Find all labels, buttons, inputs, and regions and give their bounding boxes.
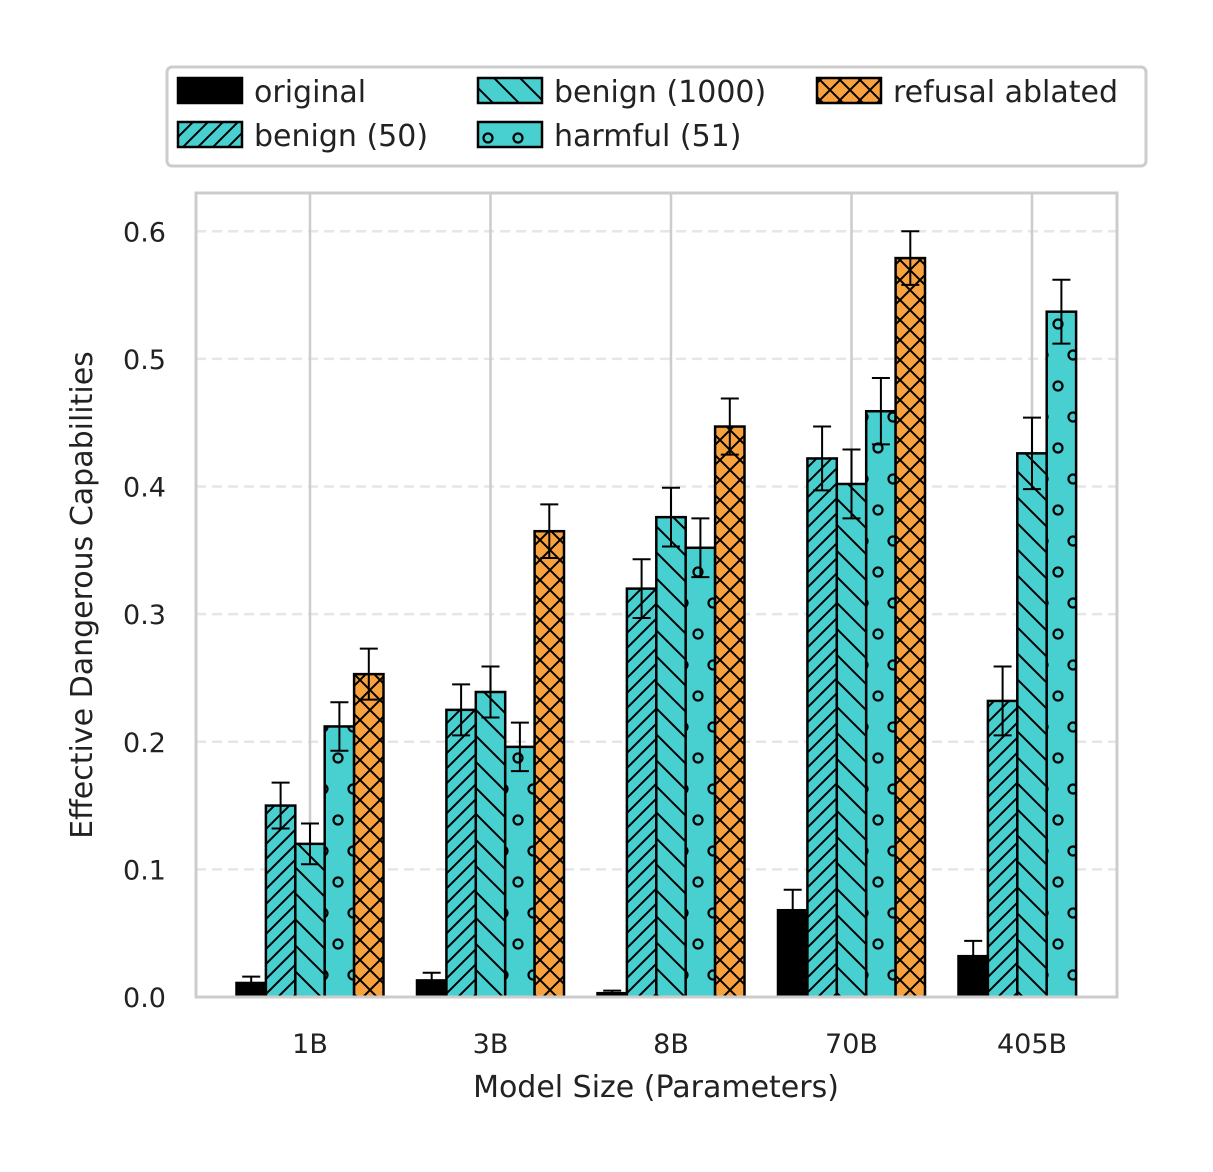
- legend-label: benign (1000): [554, 75, 766, 110]
- legend-item: benign (50): [176, 119, 428, 154]
- y-tick-label: 0.4: [123, 473, 166, 504]
- legend-swatch: [815, 76, 883, 105]
- x-tick-label: 1B: [292, 1029, 328, 1060]
- bar: [503, 745, 536, 999]
- bar: [533, 529, 566, 999]
- y-tick-label: 0.1: [123, 855, 166, 886]
- bar: [474, 690, 507, 999]
- x-tick-label: 3B: [473, 1029, 509, 1060]
- x-axis-title: Model Size (Parameters): [473, 1070, 839, 1105]
- legend-item: harmful (51): [476, 119, 741, 154]
- axes: 0.0 0.1 0.2 0.3 0.4 0.5 0.6 1B 3B 8B 70B 405B: [123, 191, 1119, 1060]
- bar: [445, 708, 478, 999]
- bar: [1016, 452, 1048, 999]
- bar: [1045, 310, 1078, 999]
- x-tick-label: 405B: [997, 1029, 1067, 1060]
- y-tick-label: 0.6: [123, 217, 166, 248]
- bar: [655, 515, 687, 999]
- legend-swatch: [176, 76, 244, 105]
- series-3: [323, 278, 1078, 999]
- y-tick-label: 0.3: [123, 600, 166, 631]
- bar: [835, 482, 868, 999]
- legend-label: refusal ablated: [893, 75, 1118, 110]
- legend: original benign (50) benign (1000) harmful …: [165, 65, 1148, 168]
- plot-border: [194, 191, 1119, 999]
- legend-label: benign (50): [254, 119, 428, 154]
- legend-swatch: [476, 76, 544, 105]
- y-tick-label: 0.0: [123, 983, 166, 1014]
- bar: [713, 425, 746, 999]
- bar: [323, 725, 356, 999]
- legend-item: refusal ablated: [815, 75, 1118, 110]
- bar: [625, 587, 658, 999]
- bar: [986, 699, 1019, 999]
- x-tick-label: 70B: [825, 1029, 878, 1060]
- bar: [894, 256, 927, 999]
- bars: [235, 230, 1078, 999]
- legend-item: original: [176, 75, 366, 110]
- bar: [294, 842, 326, 999]
- y-tick-label: 0.2: [123, 728, 166, 759]
- bar: [352, 672, 385, 999]
- x-tick-label: 8B: [653, 1029, 689, 1060]
- legend-item: benign (1000): [476, 75, 766, 110]
- bar: [806, 457, 839, 999]
- y-tick-label: 0.5: [123, 345, 166, 376]
- legend-label: harmful (51): [554, 119, 741, 154]
- y-axis-title: Effective Dangerous Capabilities: [65, 351, 100, 839]
- bar: [684, 546, 717, 999]
- legend-swatch: [176, 120, 244, 149]
- bar: [864, 409, 897, 999]
- bar: [264, 804, 297, 999]
- legend-frame: [165, 65, 1148, 168]
- legend-swatch: [476, 120, 544, 149]
- legend-label: original: [254, 75, 366, 110]
- series-4: [352, 230, 927, 999]
